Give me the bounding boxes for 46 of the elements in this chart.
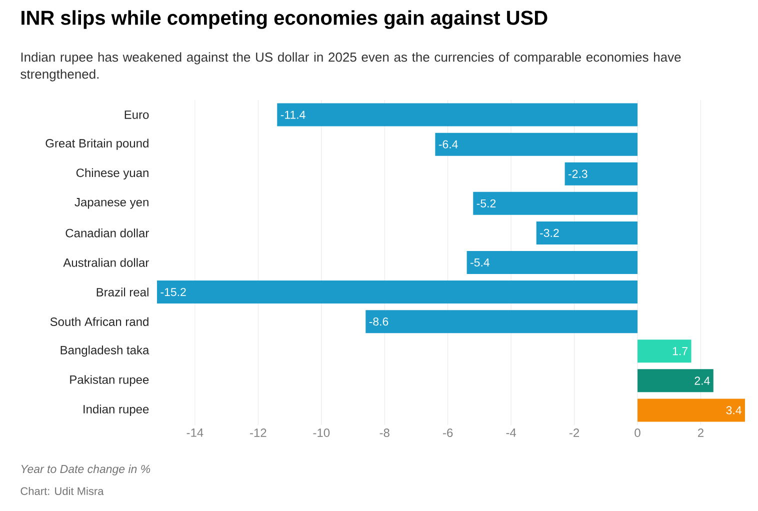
bar bbox=[638, 369, 714, 392]
x-tick-label: -4 bbox=[506, 428, 516, 437]
data-label: -6.4 bbox=[438, 140, 458, 148]
bar bbox=[473, 192, 638, 215]
chart-subtitle: Indian rupee has weakened against the US dollar in 2025 even as the currencies of comparable economies have strengthened. bbox=[20, 52, 681, 82]
y-tick-label: Chinese yuan bbox=[76, 168, 148, 180]
bar bbox=[564, 162, 638, 186]
text: Year to Date change in % bbox=[21, 464, 150, 476]
x-tick-label: -12 bbox=[250, 428, 266, 437]
y-tick-label: Brazil real bbox=[96, 288, 148, 296]
bar bbox=[157, 280, 638, 304]
x-tick-label: -14 bbox=[186, 428, 204, 437]
data-label: -15.2 bbox=[160, 288, 186, 296]
data-label: 3.4 bbox=[726, 406, 742, 414]
y-tick-label: South African rand bbox=[50, 317, 148, 326]
bar bbox=[466, 251, 638, 274]
data-label: -11.4 bbox=[280, 110, 306, 119]
x-tick-label: -2 bbox=[569, 428, 580, 437]
y-tick-label: Australian dollar bbox=[63, 258, 149, 267]
bar bbox=[536, 221, 638, 244]
x-tick-label: -10 bbox=[313, 428, 330, 438]
x-tick-label: 0 bbox=[634, 428, 640, 438]
chart-title: INR slips while competing economies gain against USD bbox=[22, 10, 548, 29]
text: Chart: Udit Misra bbox=[20, 486, 104, 496]
y-tick-label: Japanese yen bbox=[74, 198, 148, 209]
bar bbox=[638, 340, 692, 363]
data-label: -8.6 bbox=[369, 318, 388, 326]
y-tick-label: Great Britain pound bbox=[46, 138, 148, 150]
bar bbox=[277, 103, 638, 126]
y-tick-label: Canadian dollar bbox=[66, 228, 149, 238]
bar bbox=[435, 132, 638, 156]
x-tick-label: -6 bbox=[443, 428, 453, 438]
data-label: -3.2 bbox=[540, 228, 559, 238]
y-tick-label: Euro bbox=[124, 110, 149, 119]
x-tick-label: 2 bbox=[698, 428, 704, 437]
data-label: -5.4 bbox=[470, 258, 490, 267]
data-label: 2.4 bbox=[694, 376, 710, 385]
bar bbox=[366, 310, 638, 334]
data-label: -5.2 bbox=[476, 199, 496, 208]
data-label: 1.7 bbox=[672, 347, 688, 356]
x-tick-label: -8 bbox=[380, 428, 390, 438]
y-tick-label: Indian rupee bbox=[84, 404, 149, 416]
data-label: -2.3 bbox=[568, 170, 588, 178]
y-tick-label: Bangladesh taka bbox=[60, 346, 150, 357]
y-tick-label: Pakistan rupee bbox=[70, 375, 149, 386]
bar bbox=[638, 398, 745, 422]
